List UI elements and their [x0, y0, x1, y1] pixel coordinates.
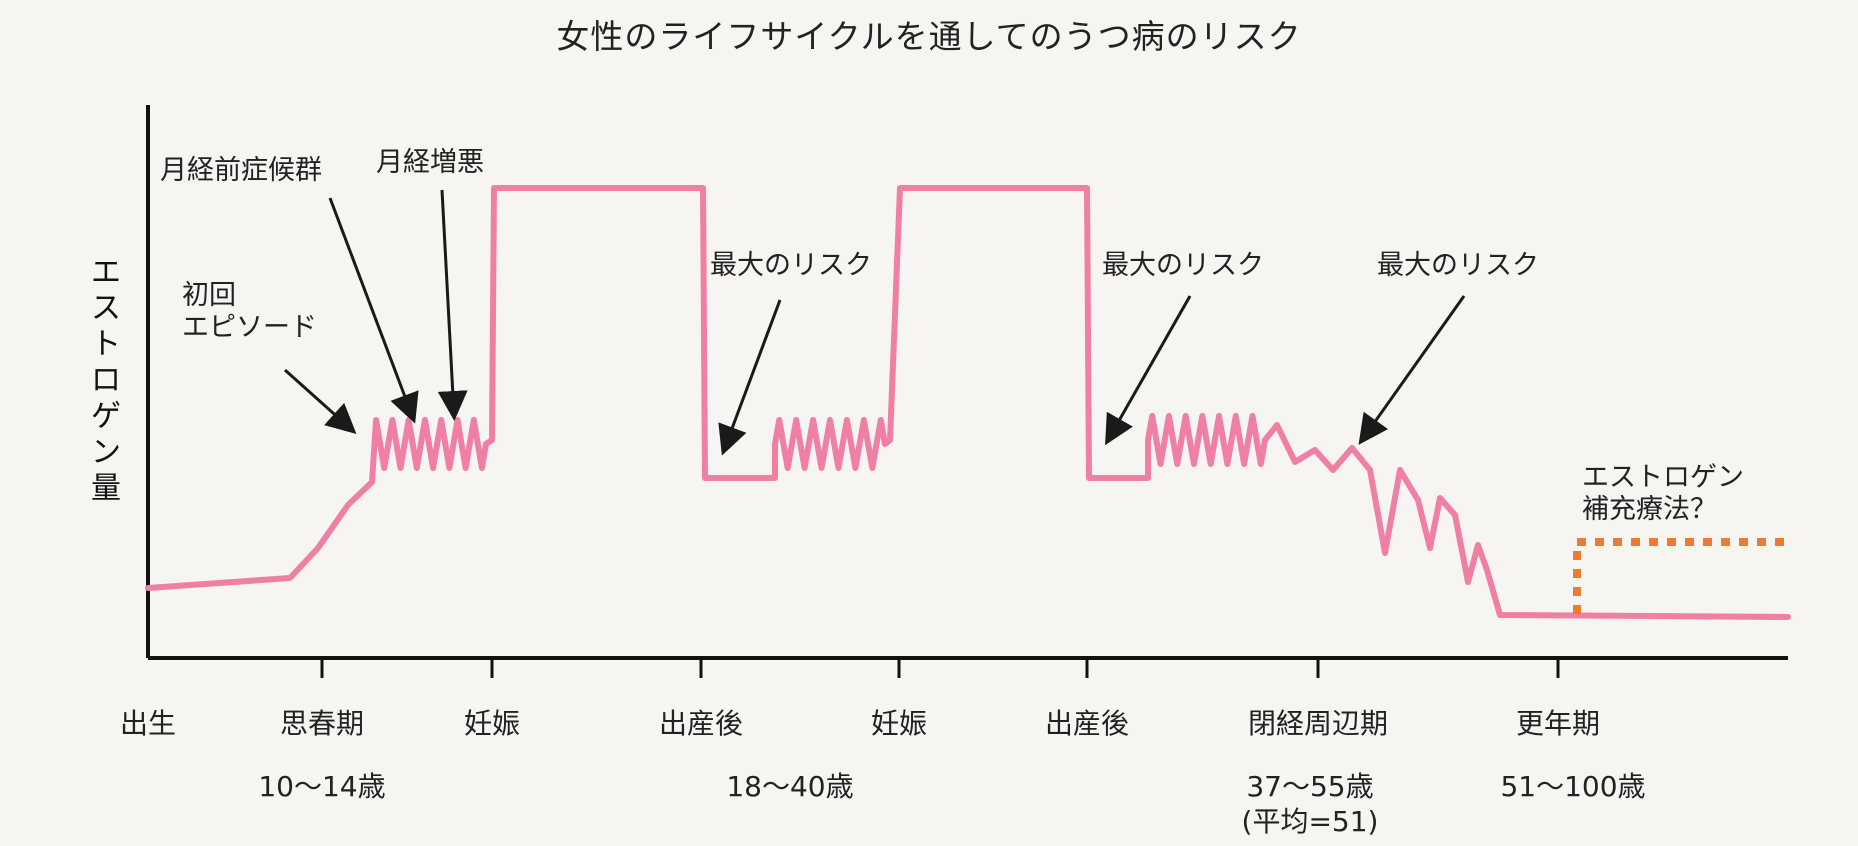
annotation-max-risk: 最大のリスク: [1102, 250, 1264, 281]
annotation-max-risk: 最大のリスク: [1377, 250, 1539, 281]
x-tick-label: 出生: [119, 707, 177, 740]
age-range-label: 37〜55歳: [1246, 770, 1374, 803]
hrt-line: [1573, 538, 1788, 614]
annotation-arrow: [437, 189, 468, 421]
annotation-arrows: [283, 189, 1466, 456]
annotation-arrow: [283, 368, 357, 435]
annotation-arrow: [1105, 295, 1192, 446]
annotation-first-episode: 初回 エピソード: [182, 280, 317, 343]
estrogen-layer: [145, 185, 1791, 620]
annotation-arrow: [718, 299, 782, 456]
age-range-label: 10〜14歳: [258, 770, 386, 803]
estrogen-line: [145, 185, 1791, 620]
x-tick-label: 妊娠: [870, 707, 928, 740]
annotation-worsening: 月経増悪: [376, 147, 484, 178]
x-tick-label: 妊娠: [463, 707, 521, 740]
annotation-pms: 月経前症候群: [160, 155, 322, 186]
annotation-arrow: [1358, 295, 1466, 445]
age-range-label: (平均=51): [1241, 805, 1379, 838]
annotation-arrow: [328, 197, 419, 424]
axes: [146, 105, 1788, 678]
x-tick-label: 出産後: [1044, 707, 1130, 740]
x-tick-label: 更年期: [1515, 707, 1601, 740]
x-tick-label: 思春期: [279, 707, 365, 740]
age-range-label: 18〜40歳: [726, 770, 854, 803]
chart-title: 女性のライフサイクルを通してのうつ病のリスク: [556, 17, 1302, 56]
x-tick-label: 閉経周辺期: [1247, 707, 1389, 740]
x-tick-label: 出産後: [658, 707, 744, 740]
age-range-label: 51〜100歳: [1500, 770, 1646, 803]
y-axis-label: エストロゲン量: [91, 255, 121, 506]
annotation-max-risk: 最大のリスク: [710, 250, 872, 281]
annotation-hrt: エストロゲン 補充療法？: [1582, 462, 1744, 525]
